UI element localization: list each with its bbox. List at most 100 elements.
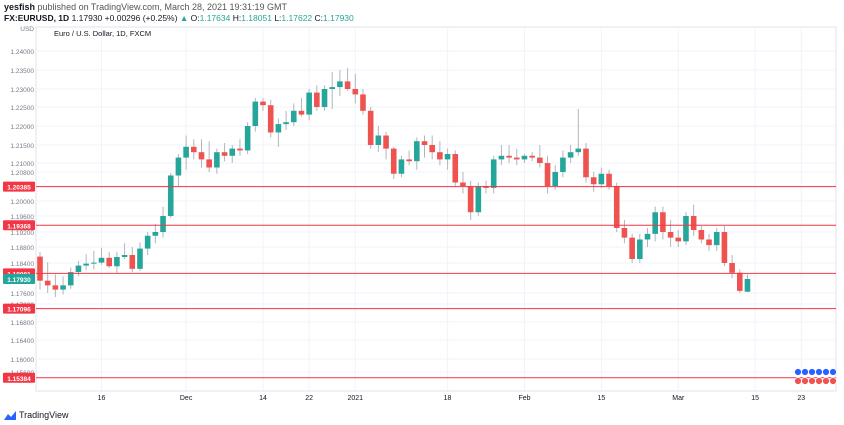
level-price-tag xyxy=(3,181,35,192)
event-flag-icon[interactable] xyxy=(794,368,802,376)
candle-body xyxy=(383,135,389,149)
candle-body xyxy=(83,263,89,266)
candle-body xyxy=(575,148,582,153)
candle-body xyxy=(667,232,674,238)
candle-body xyxy=(337,81,343,88)
candle-body xyxy=(360,94,366,111)
level-price-tag xyxy=(3,372,35,383)
candle-body xyxy=(506,155,512,158)
price-change: +0.00296 (+0.25%) xyxy=(104,13,178,23)
y-tick-label: 1.16400 xyxy=(11,338,35,345)
candle-body xyxy=(606,173,612,186)
event-flag-icon[interactable] xyxy=(808,368,816,376)
event-flag-icon[interactable] xyxy=(801,368,809,376)
level-price-label: 1.19368 xyxy=(7,223,31,230)
y-tick-label: 1.16000 xyxy=(11,357,35,364)
level-price-label: 1.17096 xyxy=(7,307,31,314)
candle-body xyxy=(698,230,705,240)
x-tick-label: 2021 xyxy=(348,395,364,402)
candle-body xyxy=(114,257,120,267)
y-tick-label: 1.17600 xyxy=(11,291,35,298)
high-value: 1.18051 xyxy=(241,13,272,23)
candle-body xyxy=(552,172,559,186)
candle-body xyxy=(521,155,528,160)
event-flag-icon[interactable] xyxy=(808,377,816,385)
event-flag-icon[interactable] xyxy=(801,377,809,385)
candle-body xyxy=(613,186,620,228)
footer-brand[interactable]: TradingView xyxy=(4,410,69,420)
event-flag-icon[interactable] xyxy=(794,377,802,385)
x-tick-label: Dec xyxy=(180,395,193,402)
candle-body xyxy=(452,154,459,183)
quote-line: FX:EURUSD, 1D 1.17930 +0.00296 (+0.25%) … xyxy=(4,13,354,24)
candle-body xyxy=(367,110,374,145)
candle-body xyxy=(198,152,205,160)
candle-body xyxy=(406,159,412,162)
x-tick-label: 16 xyxy=(98,395,106,402)
tradingview-logo-icon xyxy=(4,410,16,420)
candle-body xyxy=(467,186,474,213)
x-tick-label: Feb xyxy=(518,395,530,402)
candle-body xyxy=(160,216,166,232)
event-flag-icon[interactable] xyxy=(815,368,823,376)
candle-body xyxy=(652,212,658,234)
event-flag-icon[interactable] xyxy=(829,377,837,385)
economic-events-flags-icon[interactable] xyxy=(794,368,837,385)
candle-body xyxy=(567,152,574,158)
candle-body xyxy=(498,155,505,160)
candle-body xyxy=(637,239,643,259)
candle-body xyxy=(206,159,212,168)
candle-body xyxy=(683,216,689,242)
candle-body xyxy=(706,239,712,246)
candle-body xyxy=(560,157,566,172)
candle-body xyxy=(590,177,597,185)
chart-header: yesfish published on TradingView.com, Ma… xyxy=(4,2,287,13)
chart-title: Euro / U.S. Dollar, 1D, FXCM xyxy=(54,29,151,38)
candle-body xyxy=(490,159,497,188)
open-value: 1.17634 xyxy=(199,13,231,23)
open-label: O: xyxy=(190,13,200,23)
event-flag-icon[interactable] xyxy=(815,377,823,385)
candle-body xyxy=(721,232,728,263)
candle-body xyxy=(375,135,382,145)
candle-body xyxy=(175,157,182,176)
candle-body xyxy=(37,256,43,281)
candle-body xyxy=(437,152,443,160)
candle-body xyxy=(314,92,320,107)
author-name: yesfish xyxy=(4,2,36,12)
event-flag-icon[interactable] xyxy=(822,368,830,376)
event-flag-icon[interactable] xyxy=(829,368,837,376)
candle-body xyxy=(644,233,651,240)
candle-body xyxy=(44,280,51,286)
y-tick-label: 1.23000 xyxy=(11,87,35,94)
close-label: C: xyxy=(314,13,324,23)
close-value: 1.17930 xyxy=(323,13,354,23)
candle-body xyxy=(421,141,428,145)
brand-label: TradingView xyxy=(19,410,69,420)
event-flag-icon[interactable] xyxy=(822,377,830,385)
candle-body xyxy=(183,146,189,158)
candle-body xyxy=(344,81,351,89)
low-value: 1.17622 xyxy=(281,13,313,23)
candle-body xyxy=(744,278,751,292)
level-price-label: 1.15384 xyxy=(7,376,31,383)
candle-body xyxy=(675,237,682,242)
candle-body xyxy=(298,110,305,115)
candle-body xyxy=(221,152,228,156)
x-tick-label: Mar xyxy=(672,395,685,402)
candle-body xyxy=(267,105,274,133)
y-tick-label: 1.21500 xyxy=(11,143,35,150)
candle-body xyxy=(75,265,82,273)
y-tick-label: 1.22500 xyxy=(11,105,35,112)
last-price-label: 1.17930 xyxy=(7,277,31,284)
symbol-label: FX:EURUSD, 1D xyxy=(4,13,70,23)
candle-body xyxy=(460,182,466,186)
published-info: published on TradingView.com, March 28, … xyxy=(37,2,288,12)
candle-body xyxy=(121,255,128,257)
candle-body xyxy=(537,157,543,163)
candle-body xyxy=(429,145,435,153)
level-price-tag xyxy=(3,220,35,231)
candle-body xyxy=(583,148,589,178)
candle-body xyxy=(529,155,535,158)
